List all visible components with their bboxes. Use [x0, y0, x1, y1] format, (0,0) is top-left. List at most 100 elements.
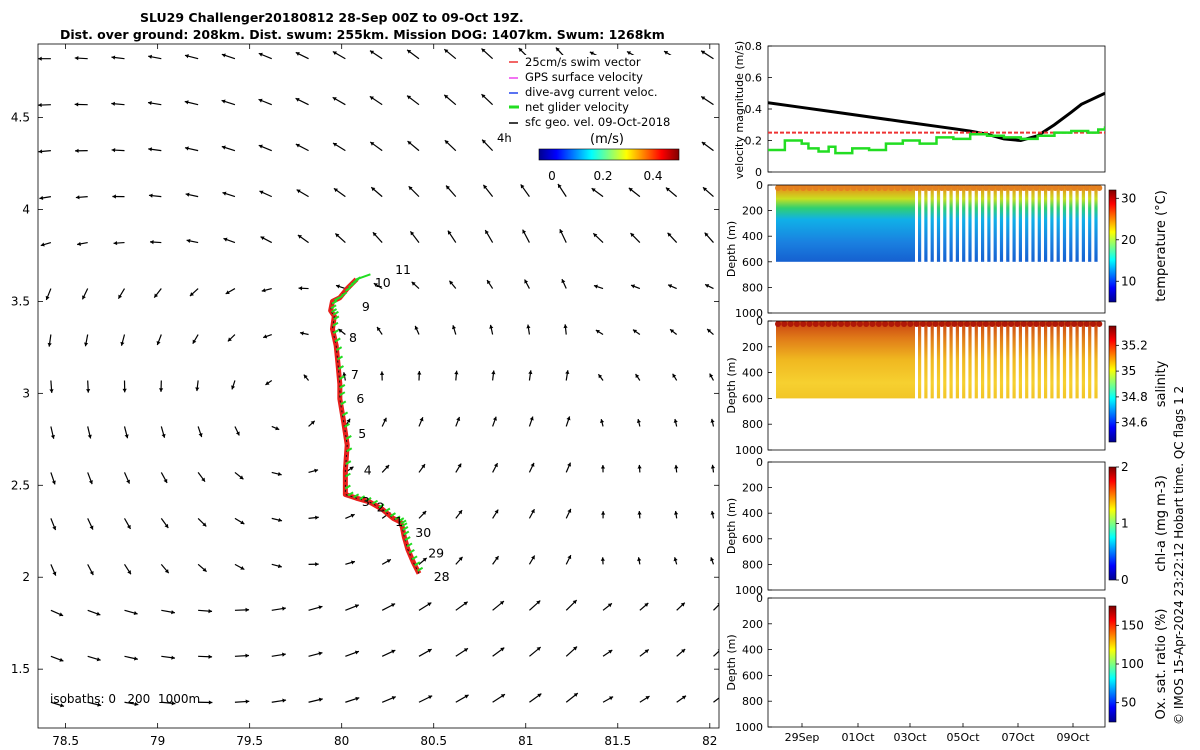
velocity-arrowhead [49, 389, 54, 393]
velocity-arrowhead [489, 324, 494, 329]
colorbar-units: (m/s) [590, 132, 624, 147]
velocity-arrowhead [665, 187, 670, 192]
section-ytick-label: 200 [742, 618, 763, 631]
velocity-arrowhead [51, 480, 56, 485]
velocity-arrowhead [113, 240, 118, 246]
net-velocity-mark [341, 291, 348, 297]
velocity-arrowhead [86, 389, 91, 393]
section-surface-dot [932, 185, 939, 191]
velocity-arrowhead [75, 195, 80, 200]
section-profile [1069, 185, 1073, 262]
section-surface-dot [907, 321, 914, 327]
velocity-arrowhead [310, 420, 315, 425]
velocity-arrowhead [369, 50, 375, 55]
net-velocity-mark [333, 315, 340, 321]
velocity-arrowhead [278, 517, 283, 523]
section-surface-dot [863, 321, 870, 327]
velocity-arrowhead [350, 513, 355, 518]
net-velocity-mark [344, 286, 351, 292]
section-chl-a: 0 200 400 600 800 1000 Depth (m) 2 1 0 chl-a (mg m… [725, 456, 1169, 597]
section-surface-dot [1052, 185, 1059, 191]
section-surface-dot [850, 321, 857, 327]
section-profile [1081, 321, 1085, 399]
velocity-arrowhead [680, 602, 685, 607]
velocity-arrowhead [372, 232, 377, 237]
section-ylabel: Depth (m) [725, 498, 738, 554]
section-surface-dot [844, 185, 851, 191]
velocity-arrowhead [407, 95, 412, 100]
velocity-ytick-label: 0 [755, 166, 762, 179]
section-surface-dot [1045, 321, 1052, 327]
velocity-arrowhead [295, 52, 300, 56]
day-label: 9 [362, 299, 370, 314]
velocity-arrowhead [379, 371, 385, 375]
section-surface-dot [901, 185, 907, 191]
velocity-arrowhead [710, 557, 715, 562]
velocity-arrowhead [522, 229, 527, 234]
net-velocity-mark [389, 512, 396, 517]
velocity-arrowhead [261, 288, 266, 293]
section-surface-dot [1058, 321, 1065, 327]
net-velocity-mark [347, 491, 354, 497]
velocity-arrowhead [126, 479, 130, 484]
section-profile [974, 321, 978, 399]
map-xtick-label: 78.5 [52, 734, 79, 748]
velocity-arrowhead [444, 49, 449, 54]
velocity-arrowhead [223, 237, 228, 242]
velocity-arrow [713, 603, 719, 611]
velocity-arrowhead [332, 97, 337, 101]
velocity-arrowhead [282, 652, 286, 657]
section-surface-dot [907, 185, 914, 191]
section-surface-dot [856, 321, 863, 327]
net-velocity-mark [408, 549, 415, 554]
velocity-arrowhead [75, 148, 79, 153]
section-surface-dot [1083, 321, 1090, 327]
velocity-arrowhead [346, 418, 351, 423]
sfc-velocity-line [768, 91, 1105, 143]
velocity-arrowhead [52, 526, 57, 531]
day-label: 4 [364, 463, 372, 478]
section-profile [1050, 321, 1054, 399]
velocity-arrowhead [295, 143, 300, 148]
section-ylabel: Depth (m) [725, 634, 738, 690]
velocity-arrowhead [156, 340, 161, 345]
section-profile [1012, 321, 1016, 399]
time-xtick-label: 01Oct [841, 731, 875, 744]
velocity-arrowhead [410, 231, 415, 236]
velocity-arrowhead [221, 99, 226, 104]
section-surface-dot [869, 185, 876, 191]
section-surface-dot [819, 321, 826, 327]
velocity-arrowhead [536, 647, 541, 651]
velocity-arrowhead [668, 284, 673, 289]
velocity-ytick-label: 0.6 [745, 72, 763, 85]
velocity-arrowhead [315, 515, 319, 520]
net-velocity-mark [384, 507, 391, 513]
colorbar-tick-label: 35 [1121, 364, 1136, 378]
map-axes-frame [37, 43, 720, 729]
velocity-arrowhead [201, 477, 206, 482]
section-profile [1069, 321, 1073, 399]
section-profile [1056, 321, 1060, 399]
time-xtick-label: 29Sep [785, 731, 820, 744]
velocity-arrowhead [208, 654, 213, 659]
section-profile [999, 185, 1004, 262]
velocity-arrowhead [303, 374, 308, 379]
velocity-arrowhead [630, 233, 635, 238]
section-ytick-label: 800 [742, 418, 763, 431]
velocity-arrowhead [277, 564, 282, 569]
velocity-arrowhead [275, 426, 280, 431]
velocity-arrowhead [74, 102, 79, 107]
section-profile [1037, 185, 1041, 262]
section-surface-dot [812, 185, 819, 191]
velocity-arrowhead [171, 655, 175, 660]
velocity-arrowhead [411, 281, 416, 286]
section-surface-dot [1090, 321, 1096, 327]
velocity-arrowhead [407, 49, 412, 54]
velocity-arrowhead [672, 373, 677, 378]
velocity-arrowhead [96, 657, 101, 662]
velocity-arrowhead [127, 570, 131, 575]
velocity-arrowhead [607, 603, 612, 608]
velocity-arrowhead [428, 695, 433, 700]
section-profile [918, 321, 922, 399]
velocity-arrowhead [40, 242, 45, 247]
